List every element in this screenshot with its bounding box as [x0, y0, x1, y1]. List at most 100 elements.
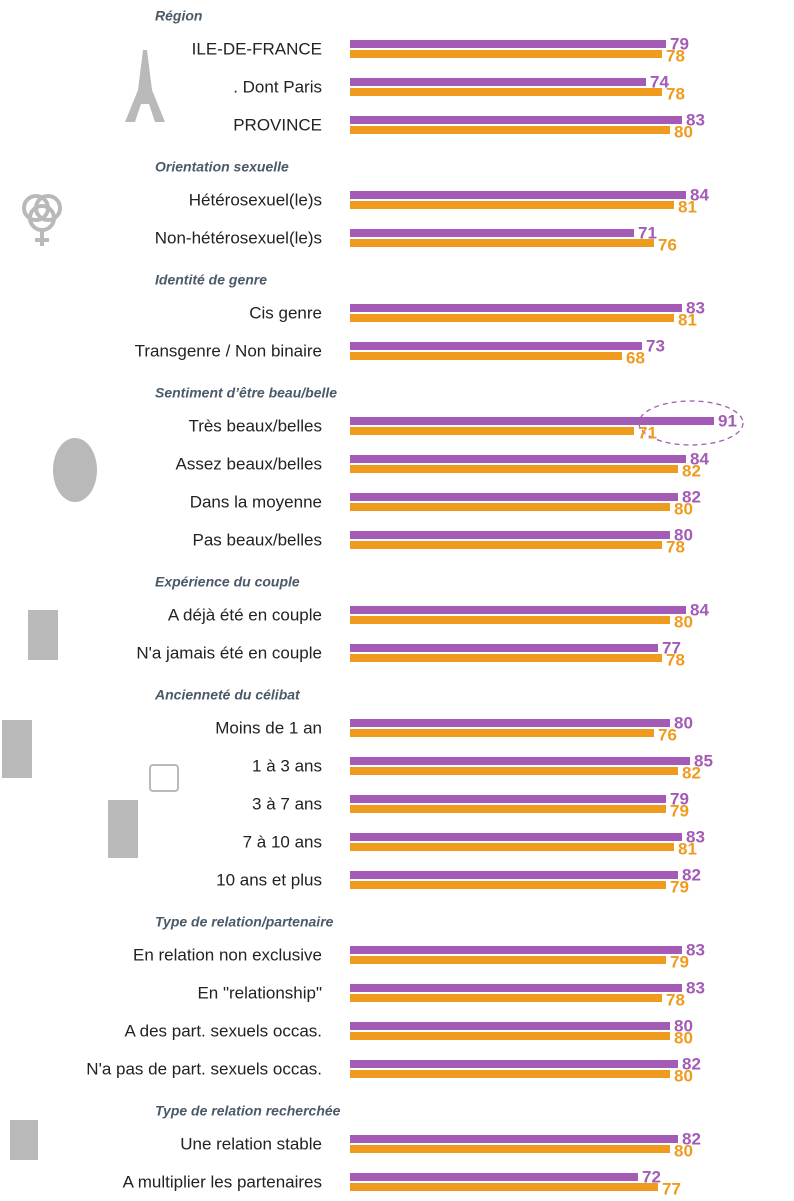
value-label: 78 — [666, 46, 685, 65]
value-label: 79 — [670, 952, 689, 971]
bar — [350, 503, 670, 511]
bar — [350, 126, 670, 134]
category-label: Très beaux/belles — [188, 416, 322, 435]
value-label: 83 — [686, 978, 705, 997]
couple-icon — [28, 610, 58, 660]
bar — [350, 767, 678, 775]
section-title: Orientation sexuelle — [155, 159, 289, 175]
bar — [350, 541, 662, 549]
value-label: 76 — [658, 235, 677, 254]
value-label: 80 — [674, 1028, 693, 1047]
bar — [350, 116, 682, 124]
value-label: 80 — [674, 1066, 693, 1085]
bar — [350, 493, 678, 501]
bar — [350, 1145, 670, 1153]
category-label: A des part. sexuels occas. — [125, 1021, 323, 1040]
bar — [350, 1183, 658, 1191]
bar — [350, 78, 646, 86]
category-label: Hétérosexuel(le)s — [189, 190, 322, 209]
calendar-icon — [150, 765, 178, 791]
section-title: Région — [155, 8, 202, 24]
icons — [2, 50, 178, 1160]
category-label: Non-hétérosexuel(le)s — [155, 228, 322, 247]
bar — [350, 417, 714, 425]
bar — [350, 805, 666, 813]
value-label: 76 — [658, 725, 677, 744]
value-label: 79 — [670, 877, 689, 896]
bar — [350, 40, 666, 48]
bar — [350, 88, 662, 96]
value-label: 77 — [662, 1179, 681, 1196]
bar — [350, 616, 670, 624]
bar — [350, 1060, 678, 1068]
gender-icon — [24, 196, 60, 246]
value-label: 78 — [666, 650, 685, 669]
bar — [350, 531, 670, 539]
section-title: Expérience du couple — [155, 574, 300, 590]
category-label: 10 ans et plus — [216, 870, 322, 889]
category-label: 7 à 10 ans — [243, 832, 322, 851]
value-label: 81 — [678, 310, 697, 329]
value-label: 80 — [674, 1141, 693, 1160]
bar — [350, 729, 654, 737]
value-label: 91 — [718, 411, 737, 430]
bar — [350, 994, 662, 1002]
bar — [350, 314, 674, 322]
bar — [350, 427, 634, 435]
section-title: Ancienneté du célibat — [154, 687, 301, 703]
value-label: 78 — [666, 84, 685, 103]
category-label: A déjà été en couple — [168, 605, 322, 624]
value-label: 81 — [678, 197, 697, 216]
value-label: 78 — [666, 990, 685, 1009]
bar — [350, 201, 674, 209]
bar — [350, 833, 682, 841]
category-label: Transgenre / Non binaire — [135, 341, 322, 360]
category-label: Une relation stable — [180, 1134, 322, 1153]
value-label: 80 — [674, 122, 693, 141]
bar — [350, 1135, 678, 1143]
category-label: Pas beaux/belles — [193, 530, 322, 549]
bar — [350, 843, 674, 851]
value-label: 82 — [682, 763, 701, 782]
bar — [350, 719, 670, 727]
category-label: N'a pas de part. sexuels occas. — [86, 1059, 322, 1078]
category-label: Cis genre — [249, 303, 322, 322]
chart: RégionILE-DE-FRANCE7978. Dont Paris7478P… — [0, 0, 794, 1196]
bar — [350, 881, 666, 889]
value-label: 80 — [674, 499, 693, 518]
bar — [350, 465, 678, 473]
bar — [350, 352, 622, 360]
category-label: 1 à 3 ans — [252, 756, 322, 775]
face-icon — [53, 438, 97, 502]
bar — [350, 795, 666, 803]
bar — [350, 50, 662, 58]
couple-icon-2 — [108, 800, 138, 858]
category-label: Moins de 1 an — [215, 718, 322, 737]
value-label: 79 — [670, 801, 689, 820]
bar — [350, 871, 678, 879]
bar — [350, 239, 654, 247]
bar — [350, 644, 658, 652]
bar — [350, 304, 682, 312]
bar — [350, 342, 642, 350]
section-title: Identité de genre — [155, 272, 267, 288]
bar — [350, 757, 690, 765]
category-label: Assez beaux/belles — [176, 454, 322, 473]
section-title: Type de relation recherchée — [155, 1103, 341, 1119]
eiffel-icon — [125, 50, 165, 122]
bar — [350, 229, 634, 237]
value-label: 82 — [682, 461, 701, 480]
bar — [350, 956, 666, 964]
category-label: En relation non exclusive — [133, 945, 322, 964]
bar — [350, 1173, 638, 1181]
couple-icon-3 — [2, 720, 32, 778]
category-label: ILE-DE-FRANCE — [192, 39, 322, 58]
section-title: Type de relation/partenaire — [155, 914, 334, 930]
bar — [350, 1032, 670, 1040]
category-label: En "relationship" — [197, 983, 322, 1002]
value-label: 71 — [638, 423, 657, 442]
value-label: 73 — [646, 336, 665, 355]
category-label: . Dont Paris — [233, 77, 322, 96]
category-label: Dans la moyenne — [190, 492, 322, 511]
bar — [350, 984, 682, 992]
